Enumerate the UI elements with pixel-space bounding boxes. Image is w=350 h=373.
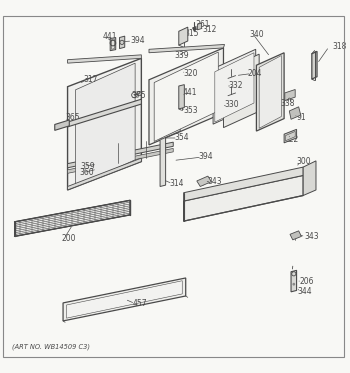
Polygon shape: [15, 200, 130, 236]
Polygon shape: [179, 85, 184, 109]
Text: 320: 320: [183, 69, 197, 78]
Text: 365: 365: [66, 113, 80, 122]
Polygon shape: [163, 88, 178, 137]
Text: 204: 204: [248, 69, 262, 78]
Polygon shape: [303, 161, 316, 195]
Polygon shape: [68, 158, 141, 190]
Text: 332: 332: [229, 81, 243, 90]
Polygon shape: [215, 53, 254, 122]
Polygon shape: [76, 63, 135, 186]
Polygon shape: [197, 23, 202, 30]
Polygon shape: [68, 55, 141, 63]
Text: 394: 394: [198, 152, 213, 161]
Polygon shape: [259, 56, 281, 128]
Text: 314: 314: [170, 179, 184, 188]
Text: 91: 91: [296, 113, 306, 122]
Polygon shape: [68, 142, 173, 168]
Polygon shape: [289, 107, 301, 119]
Text: 339: 339: [174, 51, 189, 60]
Polygon shape: [154, 52, 218, 141]
Polygon shape: [257, 53, 284, 131]
Polygon shape: [68, 58, 141, 190]
Text: 360: 360: [80, 168, 94, 177]
Polygon shape: [112, 39, 114, 49]
Text: 330: 330: [224, 100, 239, 109]
Polygon shape: [68, 148, 173, 173]
Text: 200: 200: [62, 234, 76, 243]
Text: 457: 457: [133, 299, 147, 308]
Text: 394: 394: [130, 36, 145, 45]
Text: 312: 312: [202, 25, 216, 34]
Polygon shape: [312, 51, 317, 79]
Text: 344: 344: [297, 287, 312, 296]
Text: 375: 375: [132, 91, 146, 100]
Polygon shape: [149, 48, 224, 145]
Text: 300: 300: [296, 157, 311, 166]
Polygon shape: [197, 176, 211, 186]
Polygon shape: [120, 36, 125, 48]
Text: 317: 317: [83, 75, 98, 84]
Polygon shape: [284, 129, 296, 143]
Text: 206: 206: [299, 277, 314, 286]
Text: 354: 354: [174, 134, 189, 142]
Polygon shape: [161, 85, 180, 140]
Circle shape: [292, 283, 295, 286]
Polygon shape: [179, 27, 188, 45]
Text: 343: 343: [207, 177, 222, 186]
Text: 318: 318: [332, 43, 347, 51]
Polygon shape: [290, 231, 301, 240]
Polygon shape: [224, 54, 259, 128]
Text: 353: 353: [183, 106, 197, 115]
Polygon shape: [184, 175, 303, 221]
Polygon shape: [66, 281, 182, 318]
Polygon shape: [285, 90, 295, 101]
Polygon shape: [184, 167, 303, 201]
Text: 343: 343: [304, 232, 319, 241]
Polygon shape: [110, 38, 116, 51]
Text: 359: 359: [81, 162, 95, 171]
Polygon shape: [213, 49, 256, 124]
Text: 340: 340: [250, 29, 264, 38]
Polygon shape: [291, 270, 296, 292]
Text: 338: 338: [281, 99, 295, 108]
Text: 361: 361: [196, 20, 210, 29]
Polygon shape: [63, 278, 186, 321]
Polygon shape: [160, 96, 166, 186]
Polygon shape: [286, 131, 295, 141]
Text: 441: 441: [183, 88, 197, 97]
Text: 441: 441: [102, 32, 117, 41]
Polygon shape: [55, 120, 69, 131]
Text: 315: 315: [185, 28, 199, 38]
Text: 222: 222: [284, 135, 298, 144]
Polygon shape: [68, 99, 141, 127]
Text: (ART NO. WB14509 C3): (ART NO. WB14509 C3): [12, 344, 90, 350]
Polygon shape: [149, 44, 224, 53]
